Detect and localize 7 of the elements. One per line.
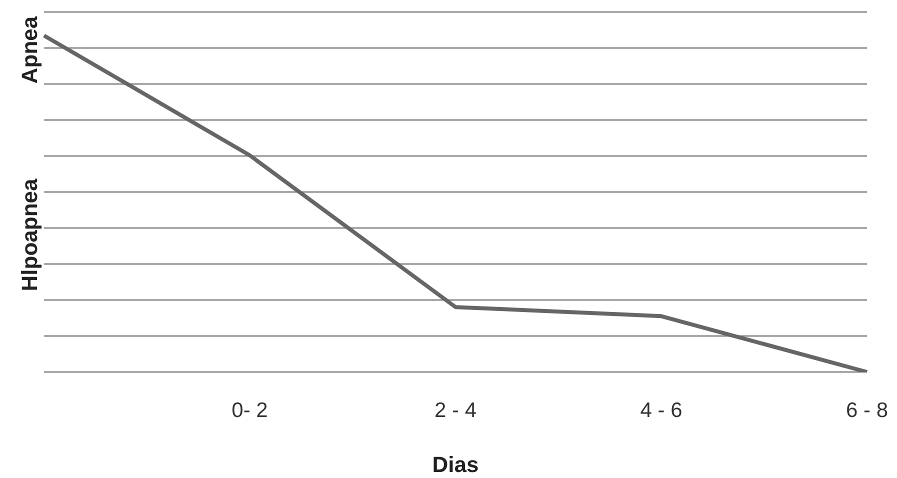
x-axis-title: Dias bbox=[432, 452, 479, 477]
x-tick-label: 6 - 8 bbox=[846, 398, 888, 422]
x-tick-label: 2 - 4 bbox=[434, 398, 477, 422]
x-tick-label: 4 - 6 bbox=[640, 398, 682, 422]
text: Hlpoapnea bbox=[17, 178, 43, 292]
text: Apnea bbox=[17, 16, 43, 84]
x-tick-label: 0- 2 bbox=[232, 398, 268, 422]
